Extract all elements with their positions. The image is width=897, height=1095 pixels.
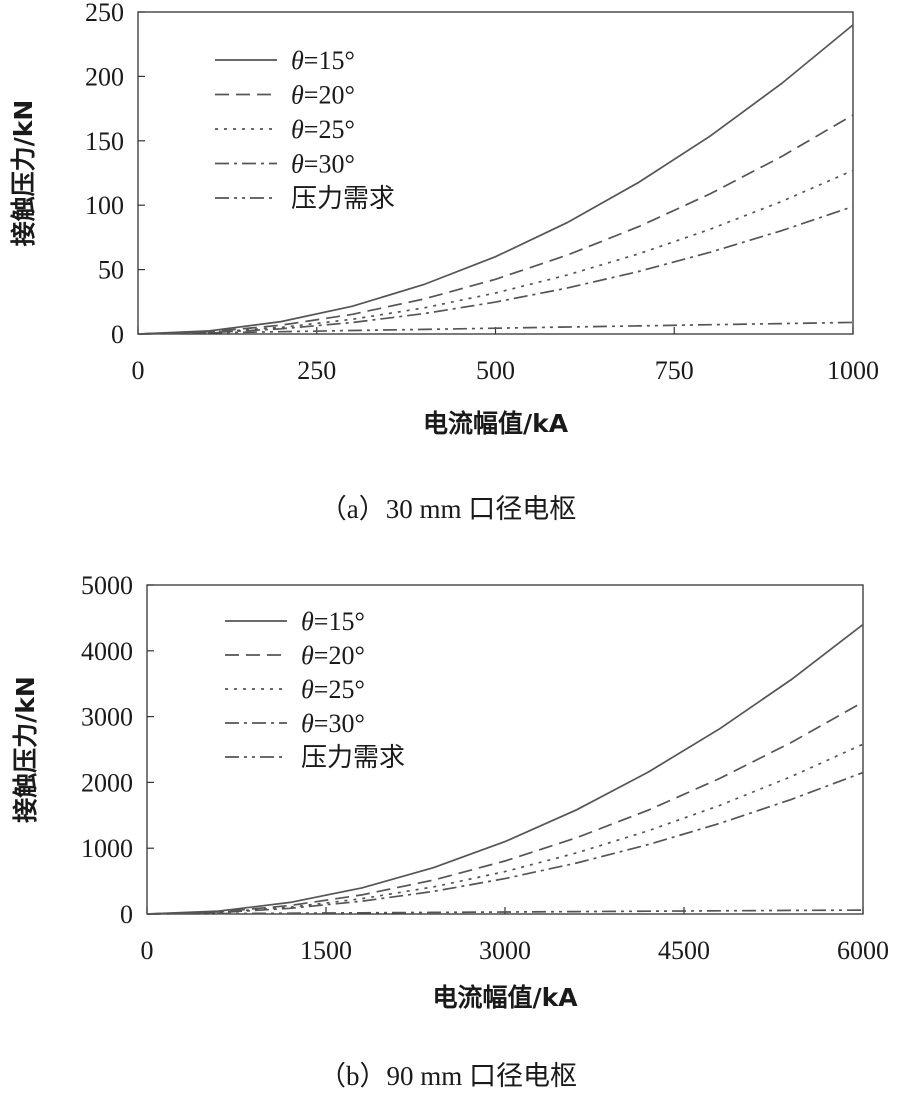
panel-caption: （b）90 mm 口径电枢	[319, 1061, 577, 1091]
x-tick-label: 500	[476, 356, 515, 385]
x-axis-label: 电流幅值/kA	[423, 409, 569, 438]
y-tick-label: 0	[111, 320, 124, 349]
y-tick-label: 100	[85, 191, 124, 220]
y-tick-label: 4000	[81, 637, 133, 666]
panel-caption: （a）30 mm 口径电枢	[320, 494, 577, 524]
panel-a: 0 250 500 750 1000050100150200250θ=15°θ=20°θ…	[9, 0, 879, 524]
legend-value: =30°	[314, 709, 365, 738]
legend-entry: θ=25°	[301, 675, 365, 704]
series-line	[137, 114, 854, 335]
series-line	[146, 701, 864, 915]
series-line	[146, 623, 864, 915]
legend-symbol: θ	[301, 675, 314, 704]
legend-entry: θ=30°	[291, 150, 355, 179]
x-tick-label: 0	[141, 936, 154, 965]
y-tick-label: 2000	[81, 768, 133, 797]
plot-frame	[146, 584, 864, 915]
x-tick-label: 750	[655, 356, 694, 385]
x-tick-label: 6000	[837, 936, 889, 965]
legend-symbol: θ	[301, 607, 314, 636]
legend-symbol: θ	[291, 81, 304, 110]
panel-b: 0 1500 3000 4500 6000010002000300040005000θ=…	[11, 571, 889, 1091]
series-line	[146, 771, 864, 915]
y-tick-label: 3000	[81, 703, 133, 732]
legend-value: =20°	[314, 641, 365, 670]
y-tick-label: 150	[85, 127, 124, 156]
y-tick-label: 0	[120, 900, 133, 929]
x-tick-label: 250	[297, 356, 336, 385]
legend-symbol: θ	[291, 115, 304, 144]
x-tick-label: 4500	[658, 936, 710, 965]
x-tick-label: 1500	[300, 936, 352, 965]
legend-value: =25°	[304, 115, 355, 144]
series-line	[137, 321, 854, 335]
y-axis-label: 接触压力/kN	[9, 100, 38, 247]
legend-entry: 压力需求	[301, 743, 405, 773]
x-tick-label: 3000	[479, 936, 531, 965]
legend-entry: θ=15°	[291, 46, 355, 75]
legend-entry: θ=15°	[301, 607, 365, 636]
series-line	[137, 24, 854, 335]
legend-symbol: θ	[291, 150, 304, 179]
legend-value: =30°	[304, 150, 355, 179]
legend-symbol: θ	[291, 46, 304, 75]
legend-value: =15°	[314, 607, 365, 636]
y-tick-label: 1000	[81, 834, 133, 863]
y-tick-label: 5000	[81, 571, 133, 600]
y-axis-label: 接触压力/kN	[11, 676, 40, 823]
y-tick-label: 250	[85, 0, 124, 27]
x-tick-label: 0	[132, 356, 145, 385]
legend-value: =15°	[304, 46, 355, 75]
x-tick-label: 1000	[827, 356, 879, 385]
y-tick-label: 50	[98, 256, 124, 285]
series-line	[146, 743, 864, 915]
legend-entry: θ=20°	[301, 641, 365, 670]
legend-value: =20°	[304, 81, 355, 110]
legend-value: =25°	[314, 675, 365, 704]
x-axis-label: 电流幅值/kA	[432, 983, 578, 1012]
legend-symbol: θ	[301, 641, 314, 670]
legend-entry: θ=30°	[301, 709, 365, 738]
series-line	[146, 909, 864, 915]
y-tick-label: 200	[85, 62, 124, 91]
legend-entry: θ=25°	[291, 115, 355, 144]
legend-entry: θ=20°	[291, 81, 355, 110]
series-line	[137, 205, 854, 335]
legend-entry: 压力需求	[291, 184, 395, 214]
series-line	[137, 169, 854, 335]
legend-symbol: θ	[301, 709, 314, 738]
